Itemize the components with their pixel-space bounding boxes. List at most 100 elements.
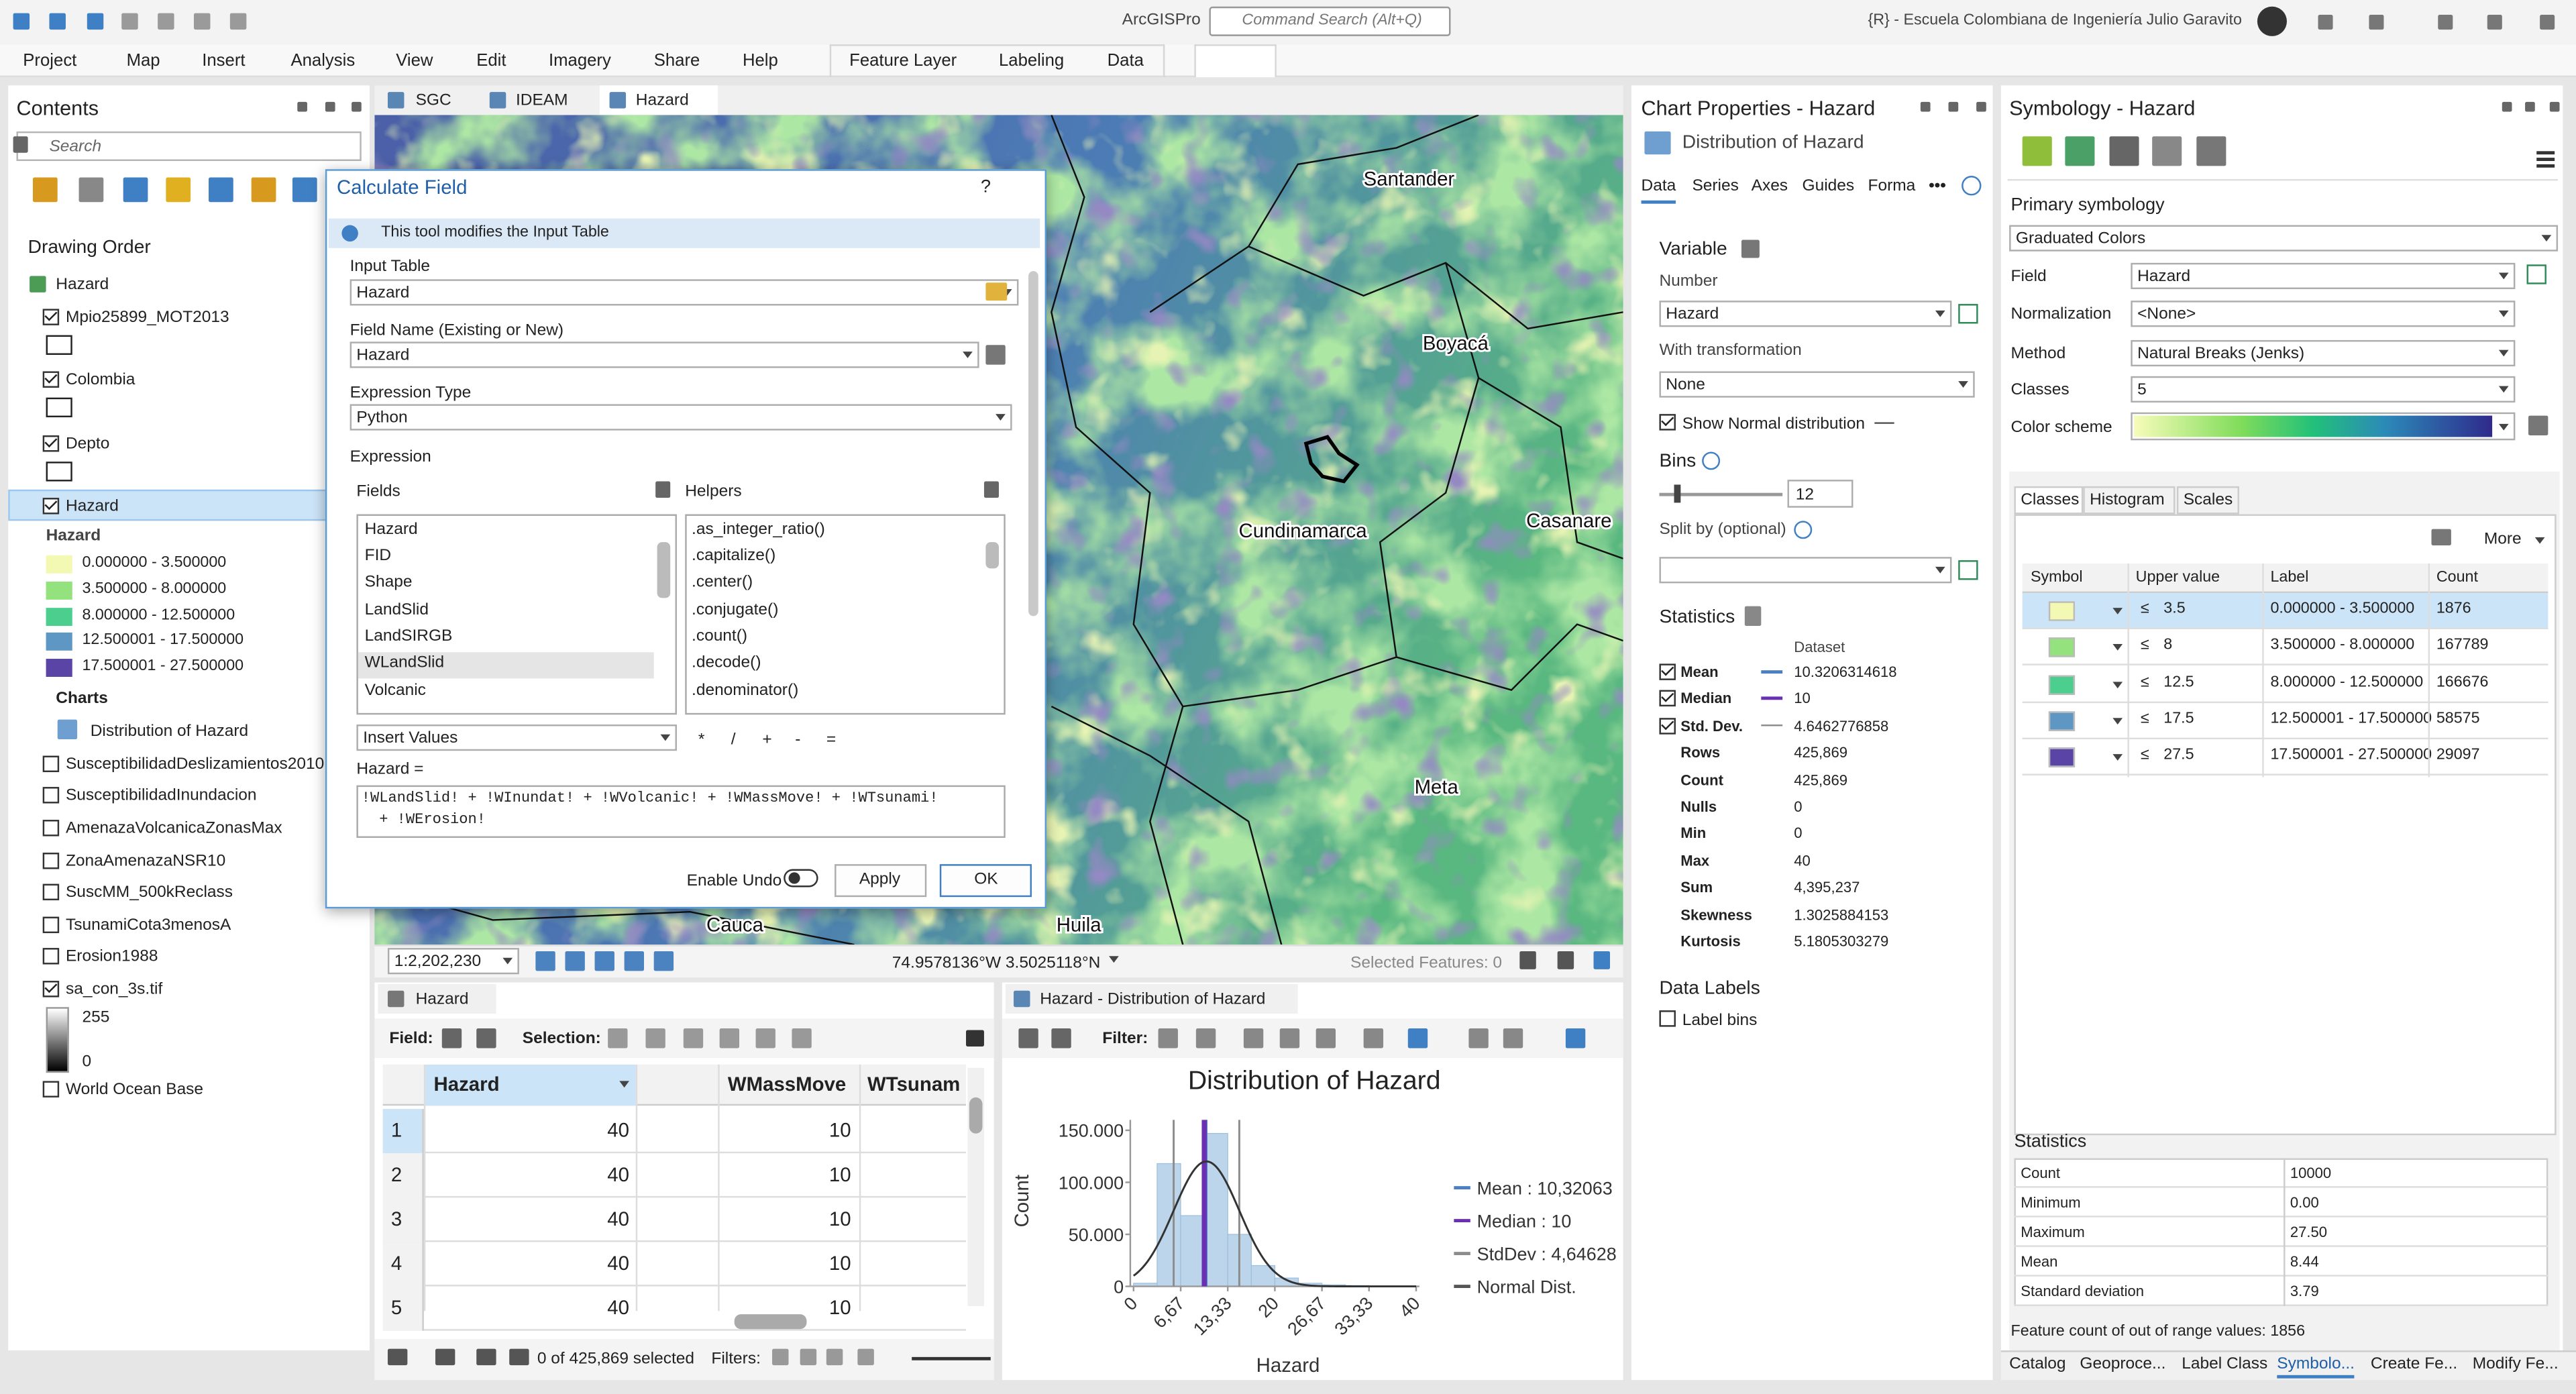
field-item[interactable]: Shape <box>364 573 413 592</box>
clear-button[interactable] <box>1958 560 1978 580</box>
map-scale-box[interactable] <box>387 948 519 975</box>
column-header[interactable]: Hazard <box>433 1073 500 1096</box>
ribbon-tab[interactable]: Project <box>23 50 77 71</box>
class-row[interactable] <box>2022 740 2548 776</box>
helper-item[interactable]: .center() <box>692 573 753 592</box>
table-tab-label[interactable]: Hazard <box>415 990 469 1009</box>
field-item[interactable]: Hazard <box>364 521 418 539</box>
property-tab[interactable]: Axes <box>1751 177 1788 196</box>
chart-tab-label[interactable]: Hazard - Distribution of Hazard <box>1040 990 1266 1009</box>
number-field-box[interactable] <box>1659 301 1952 327</box>
field-item[interactable]: LandSIRGB <box>364 627 453 646</box>
tab[interactable] <box>2176 486 2239 515</box>
ok-button[interactable] <box>939 864 1032 898</box>
field-item[interactable]: LandSlid <box>364 601 429 620</box>
ribbon-tab[interactable]: Analysis <box>290 50 356 71</box>
insert-values-box[interactable] <box>356 725 677 751</box>
checkbox[interactable] <box>1659 717 1676 735</box>
helper-item[interactable]: .denominator() <box>692 682 799 700</box>
contents-search[interactable] <box>16 131 362 162</box>
bottom-tab[interactable]: Create Fe... <box>2370 1355 2458 1374</box>
helper-item[interactable]: .as_integer_ratio() <box>692 521 825 539</box>
field-item[interactable]: FID <box>364 547 392 566</box>
checkbox[interactable] <box>42 309 60 325</box>
map-tab[interactable]: IDEAM <box>515 92 568 111</box>
property-tab[interactable]: Guides <box>1802 177 1855 196</box>
ribbon-tab[interactable]: View <box>396 50 433 71</box>
classes-box[interactable] <box>2131 376 2516 403</box>
checkbox[interactable] <box>1659 690 1676 708</box>
apply-button[interactable] <box>835 864 927 898</box>
checkbox[interactable] <box>42 435 60 452</box>
method-box[interactable] <box>2131 339 2516 367</box>
checkbox[interactable] <box>1659 414 1676 431</box>
color-scheme[interactable] <box>2131 412 2516 441</box>
checkbox[interactable] <box>42 498 60 515</box>
operator-button[interactable]: / <box>731 731 736 749</box>
more-button[interactable]: More <box>2483 531 2522 549</box>
checkbox[interactable] <box>42 981 60 998</box>
tab[interactable] <box>2014 486 2084 515</box>
command-search[interactable] <box>1209 6 1451 36</box>
checkbox[interactable] <box>42 1081 60 1097</box>
bottom-tab[interactable]: Modify Fe... <box>2472 1355 2559 1374</box>
class-row[interactable] <box>2022 630 2548 666</box>
checkbox[interactable] <box>42 853 60 869</box>
renderer-box[interactable] <box>2009 225 2559 252</box>
bottom-tab[interactable]: Geoproce... <box>2080 1355 2166 1374</box>
class-row[interactable] <box>2022 703 2548 739</box>
checkbox[interactable] <box>42 787 60 804</box>
checkbox[interactable] <box>42 916 60 934</box>
ribbon-tab[interactable]: Share <box>653 50 700 71</box>
helper-item[interactable]: .conjugate() <box>692 601 779 620</box>
map-tab[interactable]: Hazard <box>635 92 689 111</box>
operator-button[interactable]: - <box>795 731 801 749</box>
property-tab[interactable]: Series <box>1692 177 1739 196</box>
ribbon-tab[interactable]: Edit <box>476 50 506 71</box>
ribbon-tab[interactable]: Map <box>126 50 160 71</box>
field-box[interactable] <box>2131 262 2516 290</box>
input-table-box[interactable] <box>350 279 1019 306</box>
field-item[interactable]: WLandSlid <box>364 653 445 672</box>
tab[interactable] <box>2083 486 2176 515</box>
ribbon-tab[interactable]: Feature Layer <box>849 50 957 71</box>
ribbon-tab[interactable]: Data <box>1107 50 1144 71</box>
clear-button[interactable] <box>1958 304 1978 324</box>
bins-spinner[interactable] <box>1787 480 1854 508</box>
transformation-box[interactable] <box>1659 371 1975 398</box>
ribbon-tab[interactable]: Imagery <box>548 50 611 71</box>
map-tab[interactable]: SGC <box>415 92 451 111</box>
operator-button[interactable]: + <box>762 731 772 749</box>
checkbox[interactable] <box>1659 663 1676 680</box>
class-row[interactable] <box>2022 666 2548 703</box>
bottom-tab[interactable]: Catalog <box>2009 1355 2066 1374</box>
field-name-box[interactable] <box>350 341 979 368</box>
field-item[interactable]: Volcanic <box>364 682 426 700</box>
property-tab[interactable]: Data <box>1641 177 1676 203</box>
ribbon-tab[interactable]: Labeling <box>998 50 1065 71</box>
toggle[interactable] <box>784 869 818 888</box>
checkbox[interactable] <box>42 371 60 388</box>
ribbon-tab[interactable]: Insert <box>202 50 246 71</box>
more-button[interactable]: ••• <box>1929 177 1946 196</box>
column-header[interactable]: WMassMove <box>727 1073 847 1096</box>
helper-item[interactable]: .capitalize() <box>692 547 776 566</box>
normalization-box[interactable] <box>2131 301 2516 327</box>
property-tab[interactable]: Forma <box>1868 177 1916 196</box>
split-field-box[interactable] <box>1659 557 1952 584</box>
expression-type-box[interactable] <box>350 404 1012 431</box>
operator-button[interactable]: = <box>826 731 837 749</box>
operator-button[interactable]: * <box>698 731 705 749</box>
checkbox[interactable] <box>42 755 60 773</box>
ribbon-tab[interactable]: Help <box>742 50 778 71</box>
checkbox[interactable] <box>42 820 60 837</box>
checkbox[interactable] <box>42 883 60 901</box>
helper-item[interactable]: .count() <box>692 627 748 646</box>
checkbox[interactable] <box>42 948 60 965</box>
clear-button[interactable] <box>2526 264 2546 284</box>
helper-item[interactable]: .decode() <box>692 653 761 672</box>
bottom-tab[interactable]: Symbolo... <box>2277 1355 2355 1378</box>
help-button[interactable]: ? <box>981 177 991 197</box>
checkbox[interactable] <box>1659 1010 1676 1027</box>
class-row[interactable] <box>2022 593 2548 629</box>
